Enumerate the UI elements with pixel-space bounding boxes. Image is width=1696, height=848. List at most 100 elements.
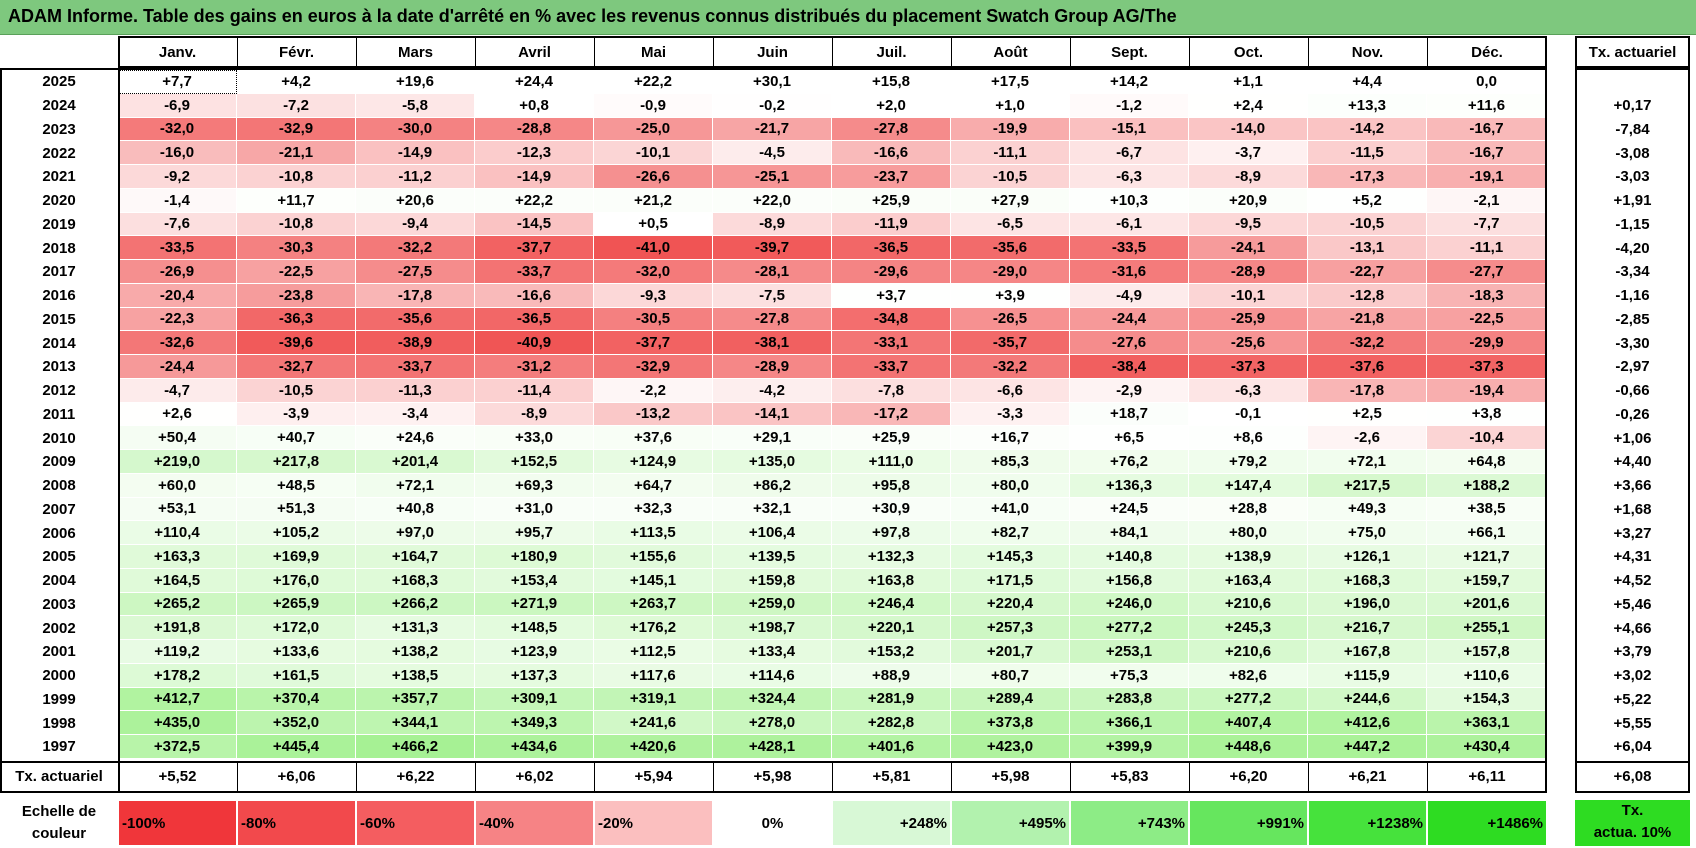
- year-label: 2007: [42, 500, 76, 518]
- table-cell: +27,9: [951, 188, 1070, 213]
- year-label: 2018: [42, 239, 76, 257]
- table-cell: +265,9: [237, 592, 356, 617]
- table-cell: +138,2: [356, 640, 475, 664]
- year-label: 2014: [42, 334, 76, 352]
- rate-column-header: Tx. actuariel: [1575, 36, 1690, 68]
- table-cell: +10,3: [1070, 188, 1189, 213]
- year-label: 2003: [42, 595, 76, 613]
- table-cell: +50,4: [118, 426, 237, 450]
- table-cell: +5,2: [1308, 188, 1427, 213]
- table-cell: +69,3: [475, 473, 594, 498]
- table-cell: -21,1: [237, 141, 356, 165]
- rate-cell: -7,84: [1615, 120, 1650, 138]
- year-label: 2019: [42, 215, 76, 233]
- table-cell: -24,4: [118, 355, 237, 379]
- table-cell: +220,4: [951, 592, 1070, 617]
- table-cell: -19,9: [951, 117, 1070, 142]
- table-cell: +191,8: [118, 616, 237, 640]
- grid-line: [594, 762, 595, 791]
- table-cell: -26,5: [951, 307, 1070, 332]
- table-cell: +253,1: [1070, 640, 1189, 664]
- rate-cell: -4,20: [1615, 239, 1650, 257]
- table-cell: +349,3: [475, 711, 594, 735]
- legend-swatch: -60%: [356, 800, 475, 846]
- year-label: 2021: [42, 168, 76, 186]
- table-cell: -4,5: [713, 141, 832, 165]
- table-cell: +121,7: [1427, 545, 1547, 569]
- table-cell: +217,5: [1308, 473, 1427, 498]
- table-cell: +1,0: [951, 93, 1070, 118]
- column-header: Sept.: [1070, 36, 1189, 68]
- table-cell: +28,8: [1189, 497, 1308, 522]
- table-cell: -16,6: [832, 141, 951, 165]
- table-cell: +14,2: [1070, 70, 1189, 94]
- table-cell: +135,0: [713, 450, 832, 474]
- footer-cell: +5,98: [991, 768, 1030, 786]
- rate-cell: +1,68: [1613, 500, 1652, 518]
- table-cell: +75,3: [1070, 663, 1189, 688]
- column-header: Juin: [713, 36, 832, 68]
- table-cell: +29,1: [713, 426, 832, 450]
- table-cell: +289,4: [951, 687, 1070, 712]
- table-cell: -25,6: [1189, 331, 1308, 355]
- table-cell: +145,3: [951, 545, 1070, 569]
- column-header: Nov.: [1308, 36, 1427, 68]
- table-cell: -14,0: [1189, 117, 1308, 142]
- table-cell: +171,5: [951, 568, 1070, 593]
- grid-line: [1545, 36, 1547, 791]
- table-cell: +366,1: [1070, 711, 1189, 735]
- table-cell: -11,3: [356, 378, 475, 403]
- table-cell: -8,9: [713, 212, 832, 237]
- grid-line: [237, 762, 238, 791]
- table-cell: +281,9: [832, 687, 951, 712]
- table-cell: -27,5: [356, 260, 475, 284]
- table-cell: -10,5: [1308, 212, 1427, 237]
- footer-cell: +5,81: [872, 768, 911, 786]
- table-cell: -29,9: [1427, 331, 1547, 355]
- table-cell: -18,3: [1427, 283, 1547, 308]
- table-cell: +210,6: [1189, 640, 1308, 664]
- grid-line: [0, 760, 1547, 763]
- table-cell: +19,6: [356, 70, 475, 94]
- grid-line: [713, 762, 714, 791]
- year-label: 2002: [42, 619, 76, 637]
- table-cell: +40,7: [237, 426, 356, 450]
- table-cell: -30,5: [594, 307, 713, 332]
- column-header: Avril: [475, 36, 594, 68]
- table-cell: +21,2: [594, 188, 713, 213]
- table-cell: -0,2: [713, 93, 832, 118]
- table-cell: +6,5: [1070, 426, 1189, 450]
- table-cell: +161,5: [237, 663, 356, 688]
- table-cell: -33,5: [118, 236, 237, 260]
- table-cell: +110,6: [1427, 663, 1547, 688]
- year-label: 1997: [42, 738, 76, 756]
- table-cell: +7,7: [118, 70, 237, 94]
- table-cell: +176,2: [594, 616, 713, 640]
- table-cell: +119,2: [118, 640, 237, 664]
- table-cell: -13,2: [594, 402, 713, 427]
- table-cell: -11,1: [1427, 236, 1547, 260]
- table-cell: +32,3: [594, 497, 713, 522]
- table-cell: +266,2: [356, 592, 475, 617]
- legend-label-line1: Echelle de: [21, 803, 97, 820]
- table-cell: -12,3: [475, 141, 594, 165]
- table-cell: +31,0: [475, 497, 594, 522]
- table-cell: -23,8: [237, 283, 356, 308]
- table-cell: +84,1: [1070, 521, 1189, 545]
- table-cell: -11,4: [475, 378, 594, 403]
- grid-line: [1427, 36, 1428, 68]
- table-cell: +49,3: [1308, 497, 1427, 522]
- table-cell: +178,2: [118, 663, 237, 688]
- table-cell: +22,2: [594, 70, 713, 94]
- table-cell: +97,8: [832, 521, 951, 545]
- table-cell: +357,7: [356, 687, 475, 712]
- legend-label-line2: couleur: [31, 825, 87, 842]
- table-cell: +163,3: [118, 545, 237, 569]
- rate-cell: -2,85: [1615, 310, 1650, 328]
- table-cell: +22,2: [475, 188, 594, 213]
- table-cell: +466,2: [356, 735, 475, 759]
- table-cell: +80,0: [951, 473, 1070, 498]
- legend-rate-line1: Tx.: [1621, 802, 1644, 819]
- table-cell: -21,7: [713, 117, 832, 142]
- year-label: 2024: [42, 97, 76, 115]
